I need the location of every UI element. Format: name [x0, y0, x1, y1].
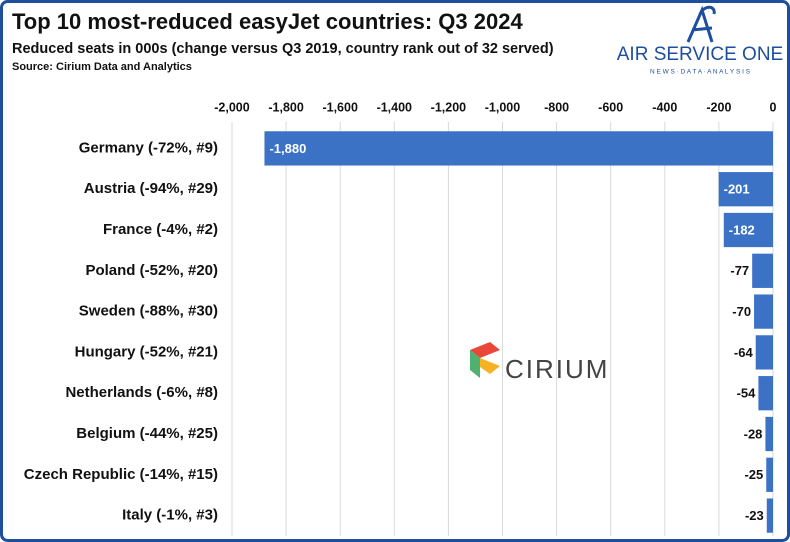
- logo-mark: [686, 5, 716, 43]
- x-tick-label: -400: [652, 100, 677, 114]
- logo-tagline: N E W S · D A T A · A N A L Y S I S: [650, 69, 751, 76]
- cirium-logo: CIRIUM: [470, 342, 609, 384]
- bar: [718, 172, 773, 207]
- chart-title: Top 10 most-reduced easyJet countries: Q…: [12, 9, 523, 34]
- bar: [766, 457, 773, 492]
- y-tick-label: Germany (-72%, #9): [79, 139, 218, 156]
- data-label: -70: [732, 304, 751, 319]
- bar: [758, 376, 773, 411]
- x-tick-label: -800: [544, 100, 569, 114]
- bar: [264, 131, 773, 166]
- y-tick-label: Poland (-52%, #20): [85, 262, 218, 279]
- bar: [723, 212, 773, 248]
- y-tick-label: France (-4%, #2): [103, 221, 218, 238]
- data-label: -201: [724, 182, 750, 197]
- x-tick-label: -200: [706, 100, 731, 114]
- x-tick-label: -600: [598, 100, 623, 114]
- y-tick-label: Sweden (-88%, #30): [79, 303, 218, 320]
- data-label: -25: [744, 467, 763, 482]
- x-tick-label: -1,000: [485, 100, 520, 114]
- data-label: -182: [729, 222, 755, 237]
- y-tick-label: Czech Republic (-14%, #15): [24, 466, 218, 483]
- x-tick-label: -1,200: [431, 100, 466, 114]
- subtitle: Reduced seats in 000s (change versus Q3 …: [12, 41, 554, 57]
- x-tick-label: -1,600: [322, 100, 357, 114]
- bar: [765, 416, 773, 452]
- data-label: -64: [734, 345, 754, 360]
- source: Source: Cirium Data and Analytics: [12, 61, 192, 73]
- y-tick-label: Italy (-1%, #3): [122, 507, 218, 524]
- bar: [766, 498, 773, 533]
- y-tick-label: Belgium (-44%, #25): [76, 425, 218, 442]
- x-tick-label: -1,400: [377, 100, 412, 114]
- y-tick-label: Netherlands (-6%, #8): [65, 384, 218, 401]
- logo-text: CIRIUM: [505, 354, 609, 384]
- bar: [755, 335, 773, 370]
- bar: [752, 253, 773, 288]
- logo-text: AIR SERVICE ONE: [617, 44, 783, 65]
- y-tick-label: Austria (-94%, #29): [84, 180, 218, 197]
- x-tick-label: -2,000: [214, 100, 249, 114]
- bar: [754, 294, 773, 329]
- data-label: -77: [730, 263, 749, 278]
- data-label: -54: [737, 386, 757, 401]
- logo-shape: [470, 350, 480, 378]
- data-label: -28: [744, 426, 763, 441]
- data-label: -23: [745, 508, 764, 523]
- x-tick-label: 0: [770, 100, 777, 114]
- y-tick-label: Hungary (-52%, #21): [75, 343, 218, 360]
- data-label: -1,880: [269, 141, 306, 156]
- logo-shape: [470, 342, 500, 358]
- x-tick-label: -1,800: [268, 100, 303, 114]
